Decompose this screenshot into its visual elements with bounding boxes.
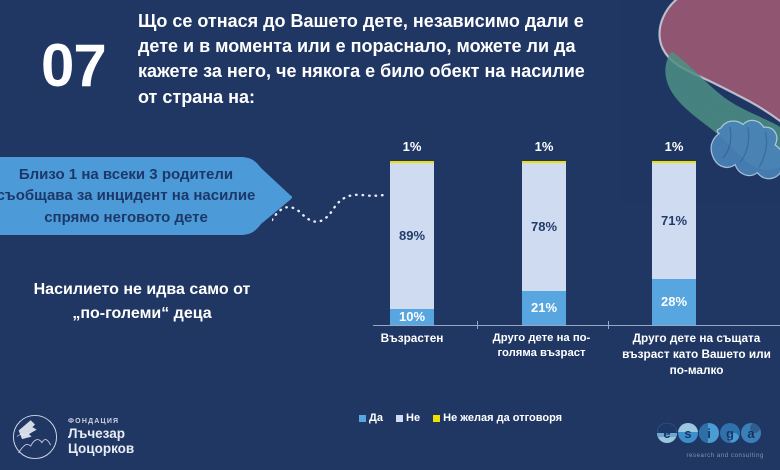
svg-text:g: g bbox=[726, 426, 734, 441]
svg-text:i: i bbox=[707, 426, 711, 441]
svg-text:a: a bbox=[747, 426, 755, 441]
svg-text:s: s bbox=[684, 426, 691, 441]
svg-text:e: e bbox=[663, 426, 670, 441]
